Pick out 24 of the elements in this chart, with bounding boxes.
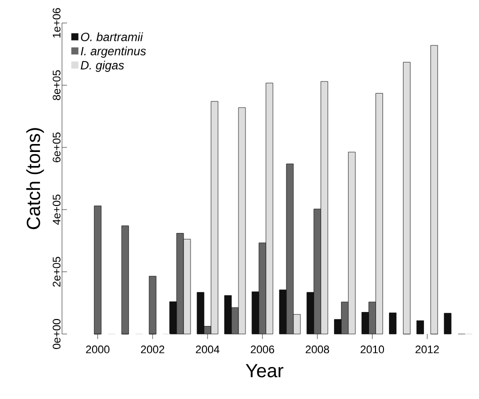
x-tick-label: 2008 — [306, 346, 330, 354]
legend-label: O. bartramii — [81, 32, 144, 42]
x-tick-label: 2004 — [196, 346, 220, 354]
legend-label: D. gigas — [80, 60, 124, 72]
bar — [121, 226, 129, 334]
bar — [389, 312, 396, 334]
y-tick-label: 0e+00 — [52, 319, 60, 349]
x-tick-label: 2010 — [360, 346, 384, 354]
bar — [430, 45, 438, 334]
y-tick-label: 2e+05 — [52, 256, 60, 287]
x-axis-title: Year — [246, 364, 284, 378]
legend-label: I. argentinus — [80, 46, 146, 58]
x-tick-label: 2002 — [140, 346, 164, 354]
y-tick-label: 4e+05 — [52, 194, 60, 225]
x-tick-label: 2012 — [416, 346, 439, 354]
bar — [416, 320, 424, 334]
y-axis-title: Catch (tons) — [26, 128, 44, 230]
x-tick-label: 2006 — [250, 346, 274, 354]
bar — [444, 312, 452, 334]
y-tick-label: 8e+05 — [52, 70, 60, 100]
x-tick-label: 2000 — [86, 346, 110, 354]
bar — [403, 62, 410, 334]
y-tick-label: 6e+05 — [52, 132, 60, 162]
y-tick-label: 1e+06 — [52, 8, 60, 38]
